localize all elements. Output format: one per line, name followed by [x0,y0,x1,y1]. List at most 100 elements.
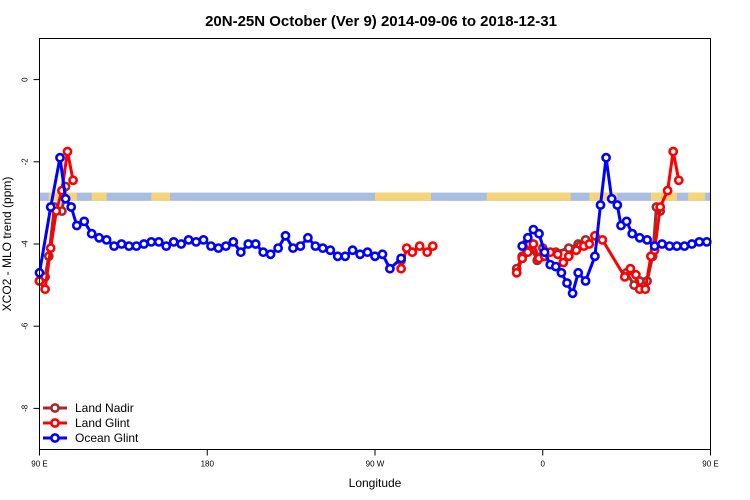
y-tick-label: -8 [21,404,30,412]
data-point-ocean-glint [347,245,358,256]
data-point-ocean-glint [220,241,231,251]
y-axis: 0 -2 -4 -6 -8 [21,77,40,412]
data-point-ocean-glint [66,202,77,212]
data-point-land-glint [414,241,425,251]
data-point-ocean-glint [573,267,584,278]
data-point-land-glint [662,185,673,196]
legend-marker-land-nadir [50,403,60,413]
data-point-ocean-glint [642,234,652,245]
data-point-ocean-glint [116,239,127,249]
data-point-land-glint [427,241,438,251]
data-point-ocean-glint [235,247,246,258]
y-tick-label: -6 [21,322,30,330]
data-point-ocean-glint [71,220,82,231]
data-point-ocean-glint [384,263,395,274]
legend-label-land-nadir: Land Nadir [75,401,134,415]
data-point-land-glint [407,247,418,258]
data-point-land-glint [522,247,533,258]
data-point-land-glint [558,257,569,268]
data-point-land-glint [68,175,78,186]
data-point-land-glint [563,251,574,262]
x-tick-label: 0 [541,460,546,469]
data-point-ocean-glint [265,249,276,260]
data-point-ocean-glint [191,236,201,247]
data-point-land-glint [673,175,684,186]
data-point-land-glint [396,263,406,274]
data-point-land-glint [668,146,679,157]
x-axis: 90 E 180 90 W 0 90 E [31,449,719,469]
data-point-ocean-glint [86,228,97,239]
data-point-ocean-glint [288,243,298,253]
data-point-ocean-glint [522,232,533,243]
data-point-land-glint [422,247,433,258]
data-point-ocean-glint [45,202,56,212]
data-point-ocean-glint [55,152,65,163]
x-tick-label: 90 W [366,460,385,469]
x-axis-label: Longitude [349,476,402,490]
map-strip-land [375,192,431,201]
data-point-land-glint [571,245,582,256]
data-point-ocean-glint [567,288,578,299]
data-point-ocean-glint [370,251,380,262]
data-point-ocean-glint [556,267,567,278]
data-point-ocean-glint [213,243,224,253]
data-point-ocean-glint [176,239,187,249]
data-point-ocean-glint [672,241,682,251]
data-point-land-glint [552,249,563,260]
data-point-land-glint [625,263,636,274]
series-land-glint [34,146,684,295]
data-point-ocean-glint [310,241,321,251]
y-tick-label: -2 [21,158,30,166]
legend-marker-land-glint [50,418,60,428]
data-point-ocean-glint [153,236,164,247]
y-axis-label: XCO2 - MLO trend (ppm) [0,177,14,312]
data-point-ocean-glint [60,193,71,204]
data-point-ocean-glint [79,216,90,227]
data-point-ocean-glint [627,228,638,239]
legend-label-ocean-glint: Ocean Glint [75,431,139,445]
data-point-ocean-glint [161,241,172,251]
data-point-ocean-glint [606,193,617,204]
data-point-ocean-glint [701,236,712,247]
series-layer [34,146,712,299]
y-tick-label: -4 [21,240,30,248]
data-point-ocean-glint [601,152,611,163]
data-point-land-glint [631,269,641,280]
data-point-ocean-glint [590,251,600,262]
data-point-land-glint [597,234,608,245]
data-point-ocean-glint [168,236,179,247]
data-point-ocean-glint [340,251,351,262]
data-point-ocean-glint [539,247,550,258]
data-point-ocean-glint [377,249,388,260]
data-point-ocean-glint [580,276,591,286]
data-point-land-nadir [563,243,574,253]
data-point-ocean-glint [198,234,209,245]
data-point-ocean-glint [302,232,313,243]
data-point-ocean-glint [206,241,216,251]
legend-label-land-glint: Land Glint [75,416,130,430]
map-strip-land [91,192,107,201]
map-strip-land [486,192,571,201]
data-point-land-glint [517,253,528,264]
data-point-ocean-glint [657,239,667,249]
data-point-ocean-glint [534,228,544,239]
legend-marker-ocean-glint [50,433,60,443]
x-tick-label: 180 [201,460,215,469]
data-point-land-glint [584,239,595,249]
data-point-ocean-glint [362,247,373,258]
data-point-ocean-glint [694,236,705,247]
data-point-ocean-glint [131,241,142,251]
data-point-ocean-glint [295,241,306,251]
data-point-ocean-glint [550,261,561,272]
x-tick-label: 90 E [31,460,47,469]
data-point-ocean-glint [325,245,336,256]
data-point-land-glint [40,284,50,295]
data-point-ocean-glint [317,243,328,253]
data-point-ocean-glint [146,236,157,247]
data-point-land-glint [640,284,651,295]
data-point-land-glint [528,239,539,249]
data-point-ocean-glint [612,200,623,210]
data-point-ocean-glint [621,216,632,227]
